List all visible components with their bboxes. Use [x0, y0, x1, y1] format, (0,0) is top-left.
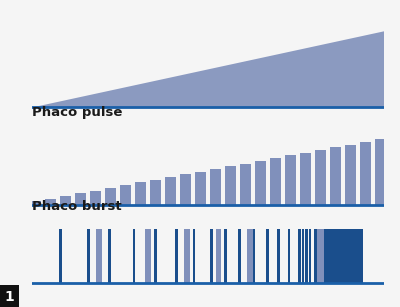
Bar — [180, 174, 191, 205]
Bar — [314, 229, 363, 283]
Bar — [298, 229, 301, 283]
Bar — [315, 150, 326, 205]
Bar — [135, 182, 146, 205]
Bar — [108, 229, 111, 283]
Bar — [60, 196, 71, 205]
Bar — [120, 185, 131, 205]
Bar — [175, 229, 178, 283]
Bar — [150, 180, 161, 205]
Bar — [192, 229, 195, 283]
Bar — [96, 229, 102, 283]
Text: Phaco pulse: Phaco pulse — [32, 106, 122, 119]
Bar — [330, 147, 341, 205]
Bar — [165, 177, 176, 205]
Bar — [305, 229, 308, 283]
Text: Phaco burst: Phaco burst — [32, 200, 122, 212]
Bar — [30, 201, 41, 205]
Bar — [216, 229, 221, 283]
Bar — [318, 229, 324, 283]
Bar — [270, 158, 281, 205]
Bar — [184, 229, 190, 283]
Bar — [145, 229, 151, 283]
Bar — [225, 166, 236, 205]
Bar — [345, 145, 356, 205]
Bar — [285, 155, 296, 205]
Polygon shape — [32, 31, 384, 107]
Bar — [240, 164, 251, 205]
Bar — [210, 169, 221, 205]
Bar — [375, 139, 386, 205]
Bar — [252, 229, 255, 283]
Bar — [255, 161, 266, 205]
Bar — [59, 229, 62, 283]
Bar — [105, 188, 116, 205]
Bar — [87, 229, 90, 283]
Bar — [238, 229, 241, 283]
Bar — [75, 193, 86, 205]
Bar — [277, 229, 280, 283]
Bar — [248, 229, 253, 283]
Bar — [266, 229, 269, 283]
Bar — [309, 229, 312, 283]
Text: 1: 1 — [4, 290, 14, 304]
Bar — [154, 229, 157, 283]
Bar — [302, 229, 304, 283]
Bar — [300, 153, 311, 205]
Bar — [224, 229, 227, 283]
Bar — [45, 199, 56, 205]
Bar — [90, 191, 101, 205]
Bar — [133, 229, 136, 283]
Bar — [210, 229, 213, 283]
Bar — [195, 172, 206, 205]
Bar — [360, 142, 371, 205]
Bar — [288, 229, 290, 283]
